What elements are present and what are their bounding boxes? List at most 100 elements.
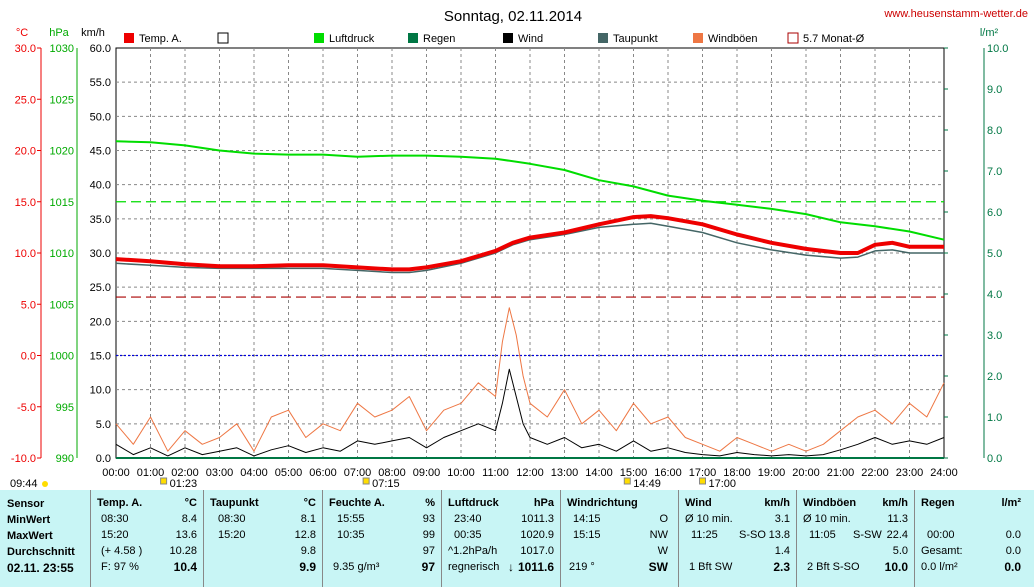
legend-label-monat: 5.7 Monat-Ø [803, 33, 865, 45]
x-tick-label: 18:00 [723, 467, 751, 479]
windboen-min-time: Ø 10 min. [803, 513, 851, 525]
axis-ticks: 00:00 01:00 02:00 03:00 04:00 05:00 06:00 07:00… [11, 43, 1009, 479]
wind-max-direction: S-SO [739, 529, 766, 541]
rain-tick-label: 9.0 [987, 84, 1002, 96]
windboen-column: Windböen km/h Ø 10 min. 11.3 11:05 S-SW … [797, 490, 914, 587]
rain-tick-label: 0.0 [987, 453, 1002, 465]
taupunkt-column: Taupunkt °C 08:30 8.1 15:20 12.8 9.8 9.9 [204, 490, 322, 587]
windrichtung-min-time: 14:15 [573, 513, 601, 525]
legend: Temp. A. Luftdruck Regen Wind Taupunkt W… [124, 32, 865, 45]
temp-max-value: 13.6 [175, 529, 197, 541]
time-marker-icon [42, 481, 48, 487]
taupunkt-cur-value: 9.9 [299, 560, 316, 574]
sensor-column: Sensor MinWert MaxWert Durchschnitt 02.1… [0, 490, 90, 587]
legend-label-taupunkt: Taupunkt [613, 33, 658, 45]
temp-tick-label: 25.0 [15, 94, 36, 106]
temp-tick-label: 10.0 [15, 248, 36, 260]
taupunkt-header: Taupunkt [210, 497, 259, 509]
rain-tick-label: 3.0 [987, 330, 1002, 342]
series-luftdruck [115, 140, 945, 241]
x-tick-label: 02:00 [171, 467, 199, 479]
legend-swatch-empty [217, 32, 229, 44]
sensor-max-label: MaxWert [7, 530, 53, 542]
panel-separator [203, 490, 204, 587]
panel-separator [441, 490, 442, 587]
legend-label-temp: Temp. A. [139, 33, 182, 45]
temp-cur-value: 10.4 [173, 560, 197, 574]
windboen-max-value: 22.4 [886, 529, 908, 541]
regen-avg-value: 0.0 [1005, 545, 1021, 557]
temp-avg-value: 10.28 [169, 545, 197, 557]
hpa-tick-label: 1030 [50, 43, 74, 55]
wind-min-time: Ø 10 min. [685, 513, 733, 525]
series-temp [115, 214, 944, 272]
grid [116, 48, 944, 458]
website-link[interactable]: www.heusenstamm-wetter.de [883, 8, 1028, 20]
wind-min-value: 3.1 [774, 513, 790, 525]
temp-tick-label: 0.0 [21, 351, 36, 363]
luftdruck-avg-note: ^1.2hPa/h [448, 545, 498, 557]
rain-tick-label: 4.0 [987, 289, 1002, 301]
panel-separator [796, 490, 797, 587]
sensor-date: 02.11. 23:55 [7, 561, 74, 575]
feuchte-unit: % [425, 497, 435, 509]
legend-label-luftdruck: Luftdruck [329, 33, 375, 45]
regen-cur-note: 0.0 l/m² [921, 561, 958, 573]
rain-tick-label: 6.0 [987, 207, 1002, 219]
series-windboen [115, 307, 945, 452]
regen-unit: l/m² [1001, 497, 1021, 509]
windrichtung-header: Windrichtung [567, 497, 638, 509]
rain-tick-label: 5.0 [987, 248, 1002, 260]
weather-chart: Sonntag, 02.11.2014 www.heusenstamm-wett… [10, 8, 1028, 490]
luftdruck-cur-value: 1011.6 [517, 560, 554, 574]
chart-title: Sonntag, 02.11.2014 [444, 8, 582, 25]
temp-tick-label: -10.0 [11, 453, 36, 465]
kmh-tick-label: 0.0 [96, 453, 111, 465]
kmh-tick-label: 35.0 [90, 214, 111, 226]
taupunkt-avg-value: 9.8 [300, 545, 316, 557]
kmh-tick-label: 30.0 [90, 248, 111, 260]
wind-header: Wind [685, 497, 712, 509]
rain-tick-label: 1.0 [987, 412, 1002, 424]
legend-label-windboen: Windböen [708, 33, 758, 45]
wind-cur-value: 2.3 [773, 560, 790, 574]
temp-unit: °C [184, 497, 197, 509]
kmh-tick-label: 10.0 [90, 385, 111, 397]
time-marker-icon [160, 477, 168, 485]
temp-column: Temp. A. °C 08:30 8.4 15:20 13.6 (+ 4.58… [91, 490, 203, 587]
legend-label-wind: Wind [518, 33, 543, 45]
temp-min-value: 8.4 [181, 513, 197, 525]
taupunkt-max-time: 15:20 [218, 529, 246, 541]
x-tick-label: 08:00 [378, 467, 406, 479]
hpa-tick-label: 995 [56, 402, 74, 414]
wind-max-value: 13.8 [768, 529, 790, 541]
regen-avg-note: Gesamt: [921, 545, 963, 557]
panel-separator [322, 490, 323, 587]
x-tick-label: 15:00 [620, 467, 648, 479]
data-panel: Sensor MinWert MaxWert Durchschnitt 02.1… [0, 490, 1034, 587]
x-tick-label: 01:00 [137, 467, 165, 479]
rain-tick-label: 2.0 [987, 371, 1002, 383]
series-wind [115, 368, 945, 457]
legend-swatch-temp [124, 33, 134, 43]
x-tick-label: 07:00 [344, 467, 372, 479]
windrichtung-cur-note: 219 ° [569, 561, 595, 573]
kmh-tick-label: 25.0 [90, 282, 111, 294]
x-tick-label: 12:00 [516, 467, 544, 479]
windboen-min-value: 11.3 [887, 513, 908, 525]
rain-unit-label: l/m² [980, 27, 999, 39]
sensor-min-label: MinWert [7, 514, 51, 526]
x-tick-label: 03:00 [206, 467, 234, 479]
feuchte-cur-note: 9.35 g/m³ [333, 561, 380, 573]
x-tick-label: 24:00 [930, 467, 958, 479]
temp-tick-label: 30.0 [15, 43, 36, 55]
wind-avg-value: 1.4 [774, 545, 790, 557]
legend-swatch-taupunkt [598, 33, 608, 43]
hpa-tick-label: 1020 [50, 146, 74, 158]
temp-min-time: 08:30 [101, 513, 129, 525]
x-tick-label: 16:00 [654, 467, 682, 479]
windboen-max-time: 11:05 [809, 529, 836, 541]
feuchte-min-time: 15:55 [337, 513, 365, 525]
time-marker-icon [362, 477, 370, 485]
x-tick-label: 19:00 [758, 467, 786, 479]
